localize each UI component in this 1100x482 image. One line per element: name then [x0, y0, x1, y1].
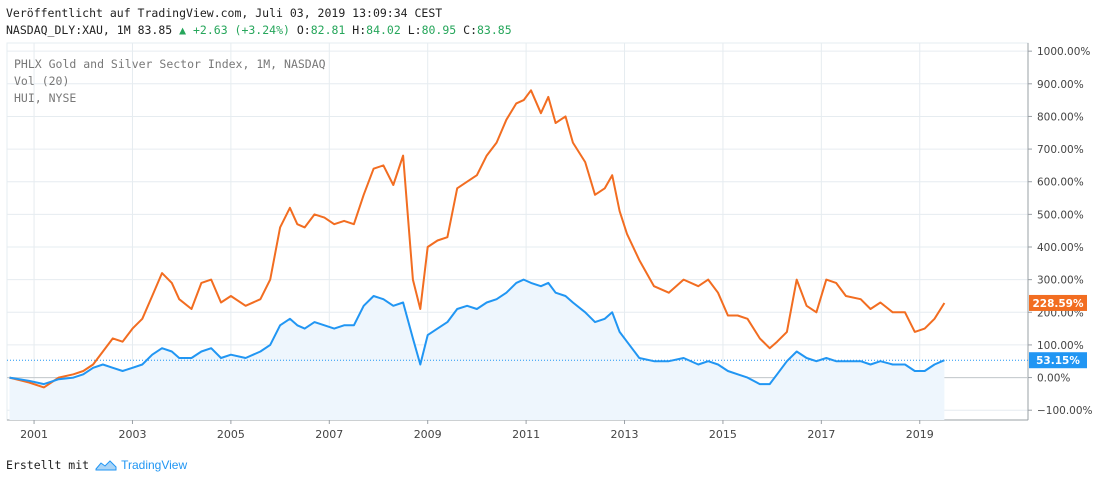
hui-series-line[interactable] [9, 89, 946, 389]
legend-hui[interactable]: HUI, NYSE [14, 91, 77, 105]
low-label: L: [407, 23, 422, 37]
xau-series-line[interactable] [9, 278, 945, 386]
tradingview-logo-icon[interactable] [95, 459, 117, 471]
x-tick-label: 2011 [512, 428, 540, 441]
x-tick-label: 2015 [709, 428, 737, 441]
price-change: +2.63 (+3.24%) [193, 23, 290, 37]
close-label: C: [463, 23, 477, 37]
y-tick-label: 400.00% [1037, 242, 1084, 254]
tradingview-brand[interactable]: TradingView [121, 458, 188, 472]
y-tick-label: 300.00% [1037, 275, 1084, 287]
y-tick-label: 900.00% [1037, 79, 1084, 91]
published-line: Veröffentlicht auf TradingView.com, Juli… [6, 6, 443, 20]
x-tick-label: 2003 [118, 428, 146, 441]
last-price: 83.85 [137, 23, 173, 37]
x-tick-label: 2007 [315, 428, 343, 441]
y-tick-label: −100.00% [1037, 405, 1093, 417]
high-label: H: [352, 23, 367, 37]
xau-last-value-badge [1029, 352, 1087, 369]
xau-area-fill [9, 279, 945, 420]
x-tick-label: 2013 [611, 428, 639, 441]
x-tick-label: 2009 [414, 428, 442, 441]
xau-last-value-badge-label: 53.15% [1036, 355, 1080, 367]
y-tick-label: 1000.00% [1037, 46, 1090, 58]
open-value: 82.81 [310, 23, 346, 37]
up-arrow-icon: ▲ [179, 23, 187, 37]
made-with-text: Erstellt mit [6, 458, 90, 472]
symbol-label[interactable]: NASDAQ_DLY:XAU, 1M [6, 23, 131, 37]
high-value: 84.02 [366, 23, 401, 37]
y-tick-label: 100.00% [1037, 340, 1084, 352]
symbol-quote-line: NASDAQ_DLY:XAU, 1M 83.85 ▲ +2.63 (+3.24%… [6, 23, 512, 37]
low-value: 80.95 [421, 23, 457, 37]
y-tick-label: 500.00% [1037, 209, 1084, 221]
legend-volume[interactable]: Vol (20) [14, 74, 70, 88]
x-tick-label: 2017 [807, 428, 835, 441]
x-tick-label: 2005 [217, 428, 245, 441]
legend-xau[interactable]: PHLX Gold and Silver Sector Index, 1M, N… [14, 57, 326, 71]
hui-last-value-badge-label: 228.59% [1032, 298, 1084, 310]
y-tick-label: 700.00% [1037, 144, 1084, 156]
x-tick-label: 2019 [906, 428, 934, 441]
hui-last-value-badge [1029, 294, 1087, 311]
footer: Erstellt mit TradingView [6, 458, 187, 472]
y-tick-label: 0.00% [1037, 373, 1070, 385]
close-value: 83.85 [477, 23, 512, 37]
y-tick-label: 800.00% [1037, 111, 1084, 123]
open-label: O: [296, 23, 311, 37]
x-tick-label: 2001 [20, 428, 48, 441]
y-tick-label: 600.00% [1037, 177, 1084, 189]
